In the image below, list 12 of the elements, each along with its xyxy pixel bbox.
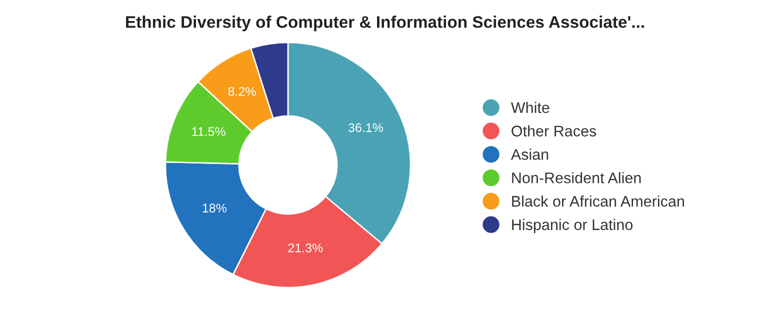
data-label: 21.3%: [288, 244, 323, 252]
chart-title: Ethnic Diversity of Computer & Information Sciences Associate'...: [126, 16, 644, 32]
legend-label: Asian: [510, 148, 548, 160]
legend-label: Hispanic or Latino: [512, 218, 633, 234]
data-label: 36.1%: [348, 123, 384, 132]
data-label: 18%: [202, 204, 227, 212]
legend-label: White: [510, 102, 550, 114]
data-label: 11.5%: [192, 127, 226, 136]
data-label: 8.2%: [228, 87, 256, 96]
legend-label: Other Races: [512, 125, 596, 136]
legend-label: Non-Resident Alien: [512, 172, 641, 184]
legend-label: Black or African American: [512, 195, 684, 207]
